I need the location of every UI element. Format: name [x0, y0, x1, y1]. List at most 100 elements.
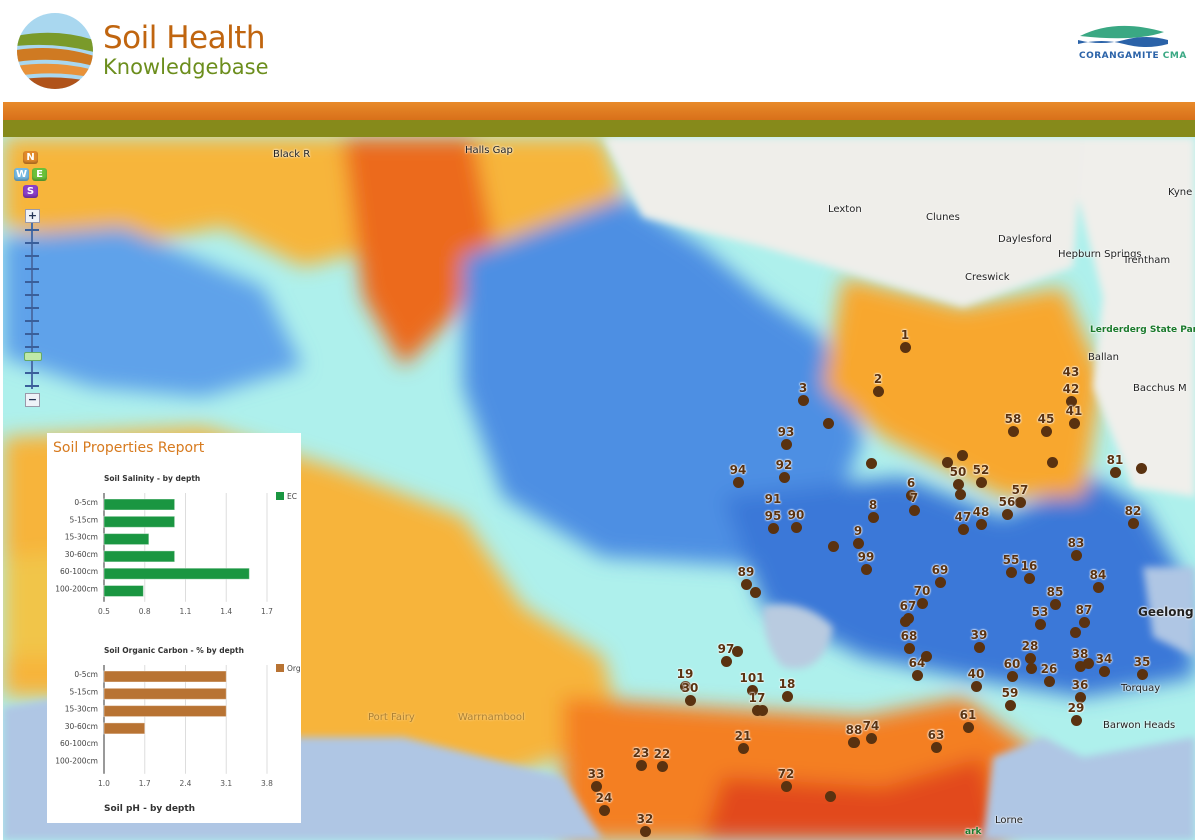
soil-sample-marker[interactable]: [974, 642, 985, 653]
soil-sample-marker[interactable]: [636, 760, 647, 771]
zoom-level-tick[interactable]: [25, 229, 39, 231]
zoom-level-tick[interactable]: [25, 307, 39, 309]
soil-sample-marker[interactable]: [1128, 518, 1139, 529]
soil-sample-marker[interactable]: [1079, 617, 1090, 628]
zoom-level-tick[interactable]: [25, 385, 39, 387]
soil-sample-marker[interactable]: [825, 791, 836, 802]
soil-sample-marker[interactable]: [873, 386, 884, 397]
soil-sample-marker[interactable]: [733, 477, 744, 488]
zoom-out-button[interactable]: −: [25, 393, 40, 407]
soil-sample-marker[interactable]: [680, 681, 691, 692]
zoom-level-tick[interactable]: [25, 242, 39, 244]
soil-sample-marker[interactable]: [1075, 661, 1086, 672]
soil-sample-marker[interactable]: [591, 781, 602, 792]
zoom-level-tick[interactable]: [25, 294, 39, 296]
soil-sample-marker[interactable]: [741, 579, 752, 590]
zoom-level-tick[interactable]: [25, 281, 39, 283]
soil-sample-marker[interactable]: [958, 524, 969, 535]
soil-sample-marker[interactable]: [917, 598, 928, 609]
soil-sample-marker[interactable]: [957, 450, 968, 461]
soil-sample-marker[interactable]: [904, 643, 915, 654]
soil-sample-marker[interactable]: [868, 512, 879, 523]
soil-sample-marker[interactable]: [906, 490, 917, 501]
zoom-level-tick[interactable]: [25, 372, 39, 374]
soil-sample-marker[interactable]: [1047, 457, 1058, 468]
soil-sample-marker[interactable]: [750, 587, 761, 598]
soil-sample-marker[interactable]: [900, 342, 911, 353]
soil-sample-marker[interactable]: [900, 616, 911, 627]
soil-sample-marker[interactable]: [721, 656, 732, 667]
soil-sample-marker[interactable]: [599, 805, 610, 816]
soil-sample-marker[interactable]: [853, 538, 864, 549]
corangamite-cma-logo[interactable]: [1076, 22, 1171, 50]
soil-sample-marker[interactable]: [657, 761, 668, 772]
soil-sample-marker[interactable]: [781, 439, 792, 450]
soil-sample-marker[interactable]: [1015, 497, 1026, 508]
soil-sample-marker[interactable]: [1093, 582, 1104, 593]
pan-west-button[interactable]: W: [14, 168, 29, 181]
soil-sample-marker[interactable]: [768, 523, 779, 534]
soil-sample-marker[interactable]: [738, 743, 749, 754]
soil-sample-marker[interactable]: [912, 670, 923, 681]
soil-sample-marker[interactable]: [942, 457, 953, 468]
zoom-slider-track[interactable]: [31, 221, 33, 389]
soil-sample-marker[interactable]: [1071, 550, 1082, 561]
soil-sample-marker[interactable]: [823, 418, 834, 429]
soil-sample-marker[interactable]: [963, 722, 974, 733]
soil-sample-marker[interactable]: [1026, 663, 1037, 674]
soil-sample-marker[interactable]: [953, 479, 964, 490]
soil-sample-marker[interactable]: [1071, 715, 1082, 726]
soil-sample-marker[interactable]: [955, 489, 966, 500]
soil-sample-marker[interactable]: [1099, 666, 1110, 677]
soil-sample-marker[interactable]: [848, 737, 859, 748]
soil-sample-marker[interactable]: [971, 681, 982, 692]
soil-sample-marker[interactable]: [1006, 567, 1017, 578]
soil-sample-marker[interactable]: [1066, 396, 1077, 407]
soil-sample-marker[interactable]: [640, 826, 651, 837]
soil-sample-marker[interactable]: [1024, 573, 1035, 584]
soil-sample-marker[interactable]: [1007, 671, 1018, 682]
soil-sample-marker[interactable]: [1035, 619, 1046, 630]
soil-sample-marker[interactable]: [931, 742, 942, 753]
zoom-in-button[interactable]: +: [25, 209, 40, 223]
soil-sample-marker[interactable]: [1050, 599, 1061, 610]
soil-sample-marker[interactable]: [921, 651, 932, 662]
zoom-level-tick[interactable]: [25, 320, 39, 322]
soil-sample-marker[interactable]: [779, 472, 790, 483]
zoom-slider-handle[interactable]: [24, 352, 42, 361]
soil-sample-marker[interactable]: [1005, 700, 1016, 711]
soil-sample-marker[interactable]: [1041, 426, 1052, 437]
soil-sample-marker[interactable]: [1075, 692, 1086, 703]
soil-sample-marker[interactable]: [1110, 467, 1121, 478]
soil-sample-marker[interactable]: [909, 505, 920, 516]
soil-sample-marker[interactable]: [1069, 418, 1080, 429]
soil-sample-marker[interactable]: [861, 564, 872, 575]
zoom-level-tick[interactable]: [25, 268, 39, 270]
soil-sample-marker[interactable]: [685, 695, 696, 706]
soil-sample-marker[interactable]: [1025, 653, 1036, 664]
soil-sample-marker[interactable]: [1044, 676, 1055, 687]
soil-sample-marker[interactable]: [1137, 669, 1148, 680]
zoom-level-tick[interactable]: [25, 346, 39, 348]
soil-sample-marker[interactable]: [976, 519, 987, 530]
soil-sample-marker[interactable]: [866, 458, 877, 469]
soil-sample-marker[interactable]: [782, 691, 793, 702]
soil-sample-marker[interactable]: [747, 685, 758, 696]
soil-sample-marker[interactable]: [1136, 463, 1147, 474]
pan-south-button[interactable]: S: [23, 185, 38, 198]
soil-sample-marker[interactable]: [798, 395, 809, 406]
pan-north-button[interactable]: N: [23, 151, 38, 164]
soil-sample-marker[interactable]: [1070, 627, 1081, 638]
soil-sample-marker[interactable]: [781, 781, 792, 792]
soil-sample-marker[interactable]: [935, 577, 946, 588]
soil-sample-marker[interactable]: [1083, 658, 1094, 669]
zoom-level-tick[interactable]: [25, 255, 39, 257]
soil-sample-marker[interactable]: [757, 705, 768, 716]
pan-east-button[interactable]: E: [32, 168, 47, 181]
soil-sample-marker[interactable]: [732, 646, 743, 657]
soil-sample-marker[interactable]: [1002, 509, 1013, 520]
soil-sample-marker[interactable]: [828, 541, 839, 552]
soil-sample-marker[interactable]: [1008, 426, 1019, 437]
soil-sample-marker[interactable]: [976, 477, 987, 488]
soil-health-logo[interactable]: [16, 12, 94, 90]
